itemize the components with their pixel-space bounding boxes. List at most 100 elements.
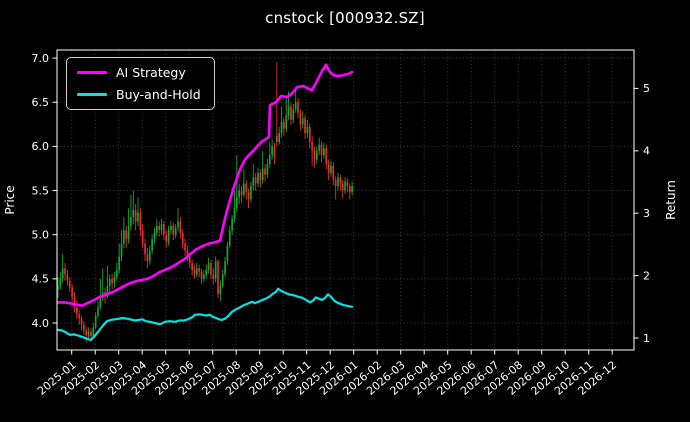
candle-body xyxy=(80,318,83,325)
price-axis-label: Price xyxy=(3,185,17,214)
candle-body xyxy=(221,274,224,286)
return-tick-label: 1 xyxy=(643,332,650,345)
candle-body xyxy=(278,133,281,142)
candle-body xyxy=(78,314,81,319)
candle-body xyxy=(301,118,304,125)
price-tick-label: 7.0 xyxy=(32,52,50,65)
candle-body xyxy=(311,141,313,151)
candle-body xyxy=(64,268,66,275)
candle-body xyxy=(200,271,203,279)
candle-body xyxy=(141,230,144,244)
candle-body xyxy=(61,268,64,279)
candle-body xyxy=(287,106,290,116)
candle-body xyxy=(217,261,219,294)
candle-body xyxy=(252,177,255,187)
candle-body xyxy=(130,217,132,226)
candle-body xyxy=(151,239,153,251)
candle-body xyxy=(257,172,259,184)
candle-body xyxy=(330,165,332,173)
legend: AI Strategy Buy-and-Hold xyxy=(66,57,215,110)
series-line-ai-strategy xyxy=(56,63,354,307)
candle-body xyxy=(167,230,170,242)
candle-body xyxy=(243,183,245,195)
price-tick-label: 6.5 xyxy=(32,96,50,109)
line-series-layer xyxy=(56,63,354,341)
candle-body xyxy=(85,330,88,336)
candle-body xyxy=(207,262,210,271)
candle-body xyxy=(346,181,349,187)
candle-body xyxy=(214,261,217,279)
candle-body xyxy=(127,225,130,240)
candle-body xyxy=(344,181,346,191)
candle-body xyxy=(132,209,135,218)
candle-body xyxy=(203,274,205,279)
candle-body xyxy=(273,146,276,157)
return-axis-label: Return xyxy=(664,180,678,220)
price-tick-label: 4.5 xyxy=(32,273,50,286)
candle-body xyxy=(240,190,243,195)
candle-body xyxy=(158,225,161,231)
candle-body xyxy=(261,168,264,180)
candle-body xyxy=(163,224,165,235)
candle-body xyxy=(339,177,342,184)
candle-body xyxy=(94,315,97,328)
candle-body xyxy=(106,285,109,297)
price-tick-label: 6.0 xyxy=(32,140,50,153)
candle-body xyxy=(174,227,177,235)
candle-body xyxy=(224,261,226,275)
legend-item-buy-and-hold: Buy-and-Hold xyxy=(77,87,201,102)
candle-body xyxy=(285,115,288,129)
axes-frame xyxy=(56,49,635,351)
candle-body xyxy=(108,278,111,286)
candle-body xyxy=(188,256,191,263)
legend-label-buy-and-hold: Buy-and-Hold xyxy=(116,87,201,102)
candle-body xyxy=(297,102,299,113)
candle-body xyxy=(245,183,248,193)
candle-body xyxy=(195,268,198,275)
candle-body xyxy=(146,254,149,262)
candle-body xyxy=(280,121,283,134)
candle-body xyxy=(290,106,292,120)
candle-body xyxy=(292,109,295,120)
candle-body xyxy=(113,277,116,284)
candle-body xyxy=(205,270,208,275)
candle-body xyxy=(325,148,328,165)
candle-body xyxy=(299,112,302,125)
candle-body xyxy=(92,327,95,337)
buy-and-hold-line-swatch xyxy=(77,93,107,96)
candle-body xyxy=(235,197,238,209)
candle-body xyxy=(268,155,271,165)
candle-body xyxy=(308,126,311,142)
candle-body xyxy=(184,243,186,251)
candle-body xyxy=(210,262,212,275)
candle-body xyxy=(57,285,59,290)
candle-body xyxy=(170,225,172,231)
axes-frame-layer xyxy=(56,49,635,351)
candle-body xyxy=(148,250,151,262)
candle-body xyxy=(90,331,92,337)
candle-body xyxy=(193,270,196,275)
candle-body xyxy=(313,150,316,160)
return-tick-label: 3 xyxy=(643,207,650,220)
candle-body xyxy=(233,208,236,219)
candle-body xyxy=(66,274,69,281)
candle-body xyxy=(323,148,325,156)
candle-body xyxy=(71,287,73,297)
price-tick-label: 5.5 xyxy=(32,184,50,197)
candle-body xyxy=(123,230,125,244)
candle-body xyxy=(351,186,353,193)
candle-body xyxy=(304,118,306,134)
candle-body xyxy=(111,278,113,284)
candle-body xyxy=(226,245,229,262)
candle-body xyxy=(144,243,146,255)
candle-body xyxy=(219,285,222,294)
return-tick-label: 4 xyxy=(643,145,650,158)
candle-body xyxy=(327,164,330,173)
candle-body xyxy=(275,135,278,142)
candle-body xyxy=(181,232,184,244)
candle-body xyxy=(118,256,121,271)
candle-body xyxy=(228,230,231,246)
candle-body xyxy=(306,126,309,134)
candle-body xyxy=(247,192,250,200)
